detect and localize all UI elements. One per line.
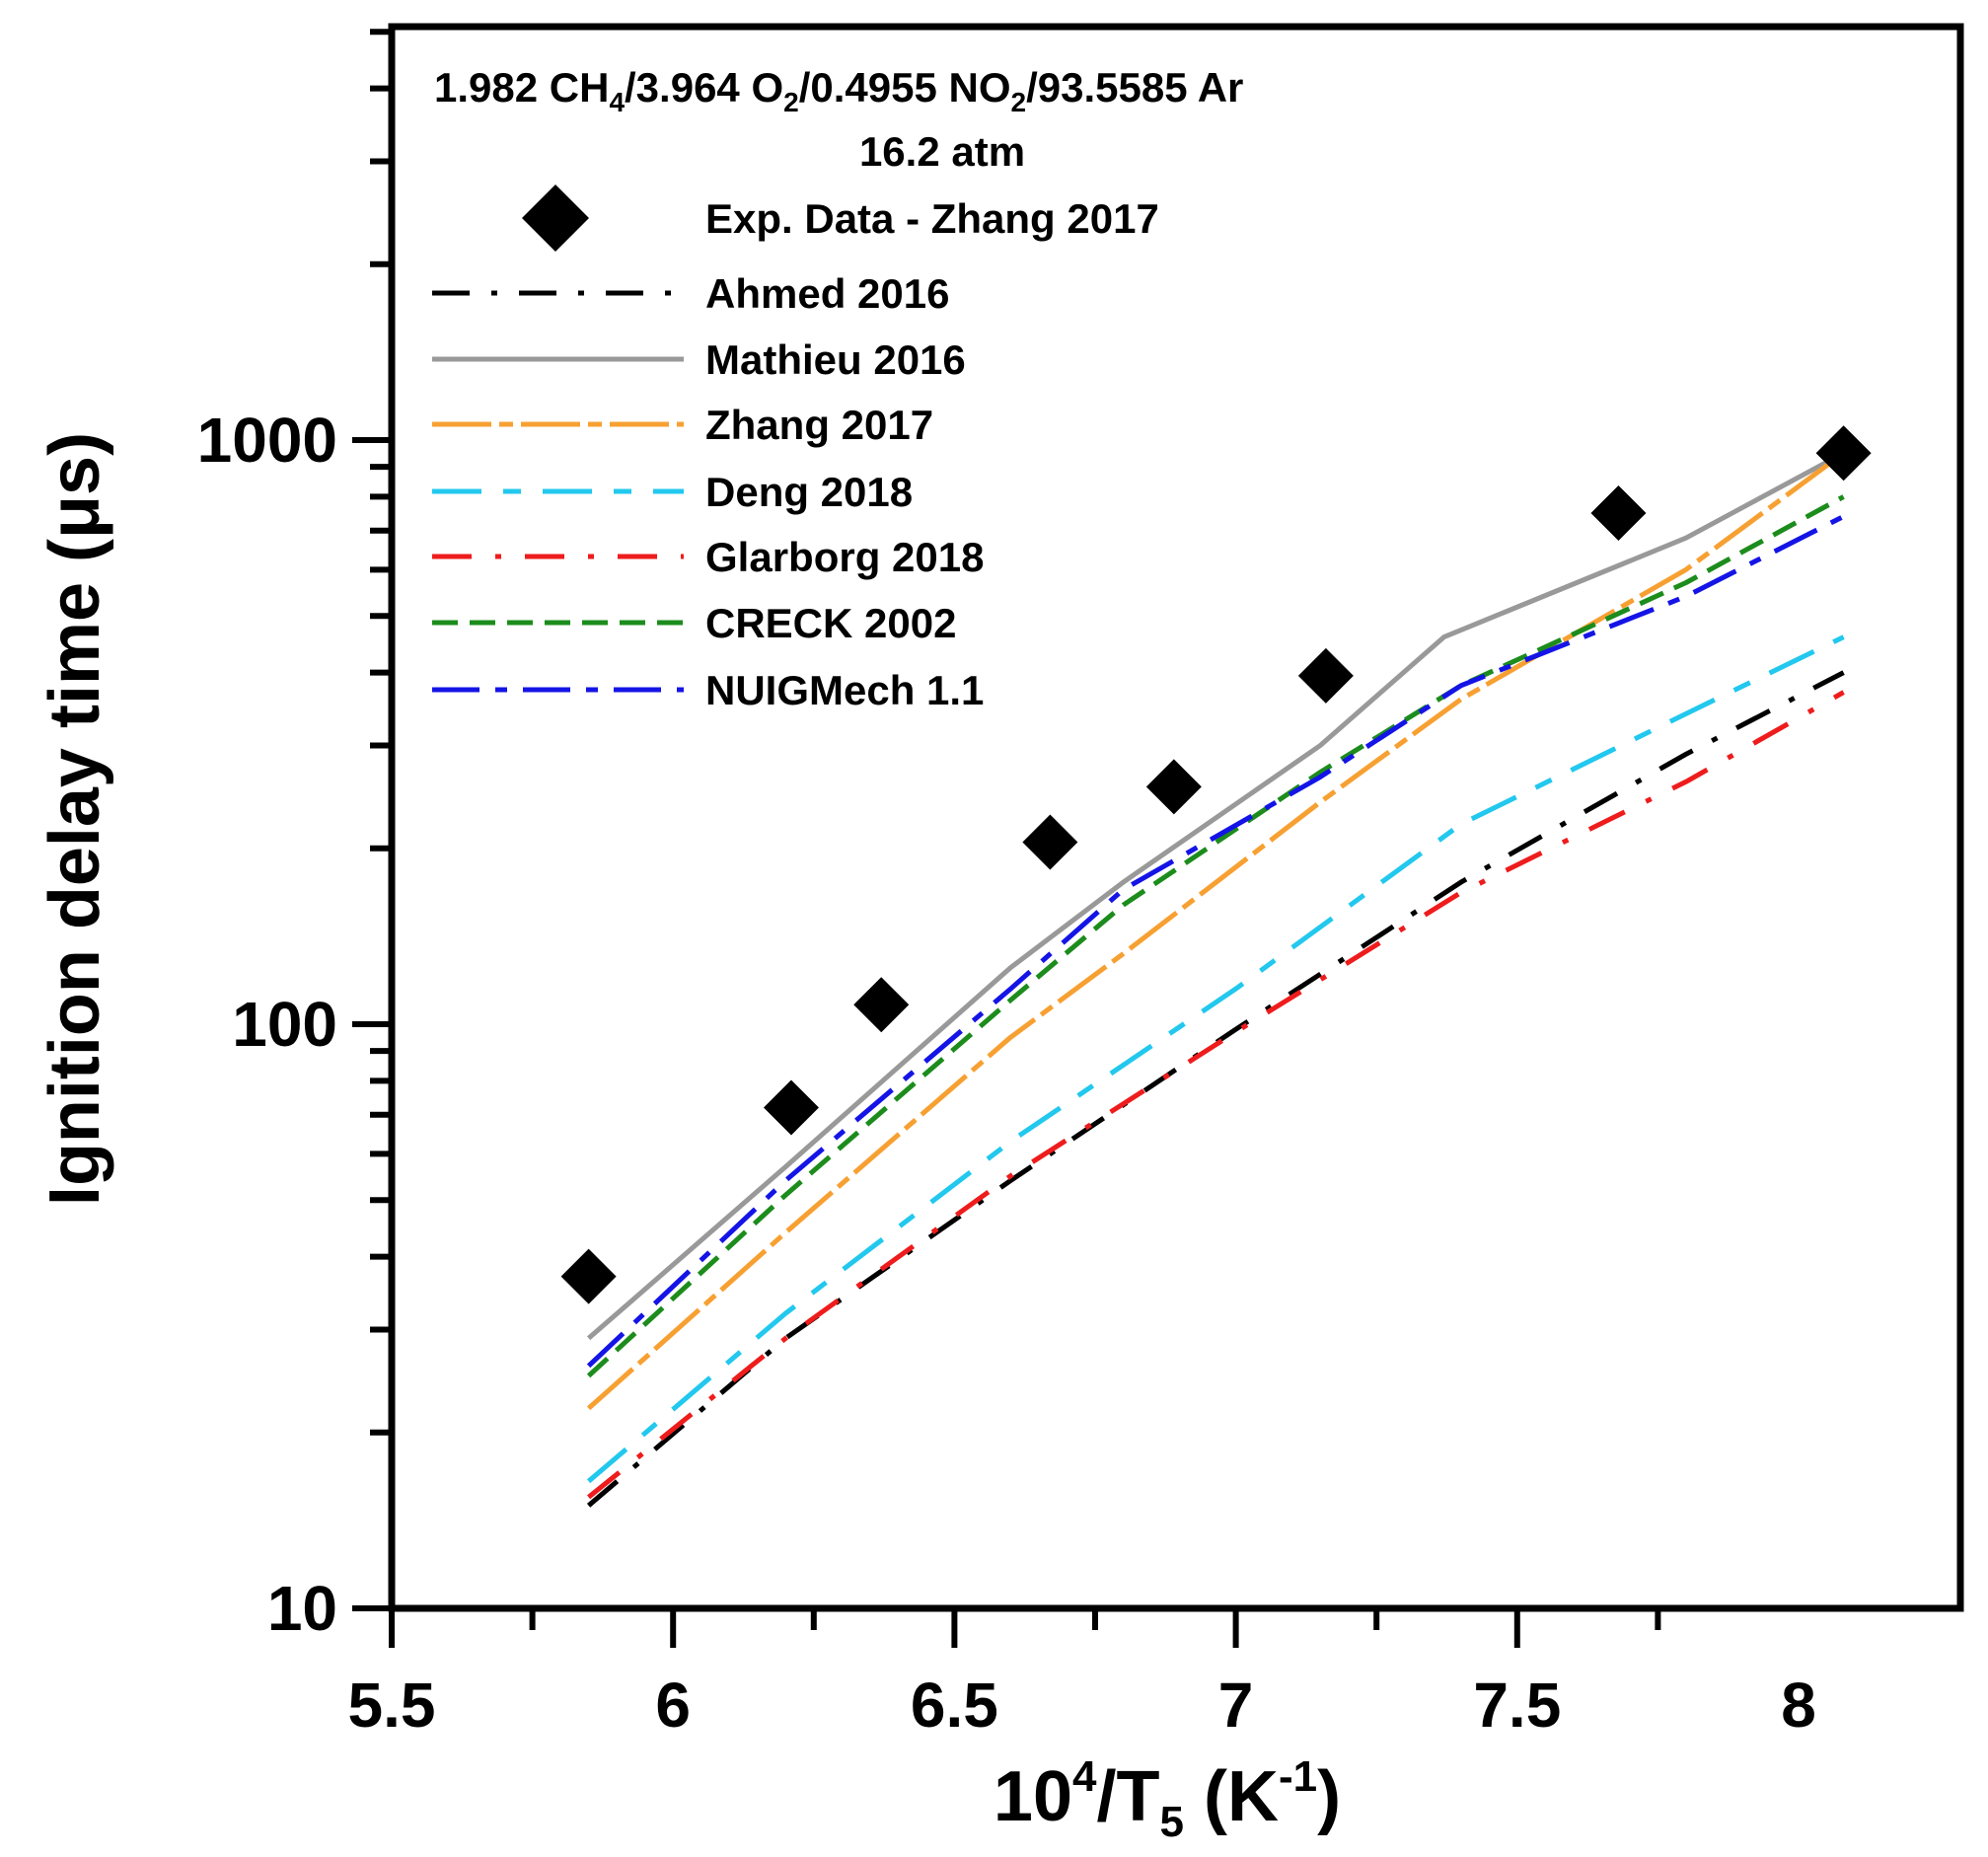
legend-label: Exp. Data - Zhang 2017 — [705, 195, 1159, 242]
x-tick-label: 8 — [1781, 1670, 1816, 1741]
exp-data-point — [1022, 814, 1078, 870]
legend-label: Ahmed 2016 — [705, 270, 949, 317]
x-tick-label: 7 — [1218, 1670, 1254, 1741]
legend-label: Deng 2018 — [705, 469, 913, 515]
exp-data-point — [1145, 759, 1202, 815]
exp-data-point — [1297, 647, 1354, 704]
axis-tick-labels: 5.5 6 6.5 7 7.5 8 10 100 1000 — [197, 405, 1816, 1741]
x-tick-label: 6 — [655, 1670, 691, 1741]
legend-label: Zhang 2017 — [705, 402, 933, 448]
legend-marker-exp-data — [522, 185, 589, 252]
y-tick-label: 100 — [232, 989, 337, 1060]
x-tick-label: 7.5 — [1473, 1670, 1561, 1741]
exp-data-point — [853, 977, 910, 1033]
chart-subtitle: 16.2 atm — [859, 128, 1025, 175]
experimental-markers — [560, 425, 1872, 1304]
series-line-deng-2018 — [586, 634, 1845, 1484]
legend-label: Glarborg 2018 — [705, 534, 984, 580]
legend-label: CRECK 2002 — [705, 600, 956, 646]
legend-label: NUIGMech 1.1 — [705, 667, 984, 713]
plot-frame — [388, 23, 1964, 1612]
y-axis-title: Ignition delay time (μs) — [36, 432, 114, 1206]
series-line-nuigmech-1-1 — [586, 514, 1845, 1369]
y-tick-label: 10 — [267, 1573, 337, 1644]
legend-label: Mathieu 2016 — [705, 336, 966, 383]
series-line-ahmed-2016 — [586, 670, 1845, 1508]
series-line-creck-2002 — [586, 494, 1845, 1378]
axis-ticks — [352, 29, 1661, 1648]
exp-data-point — [560, 1248, 617, 1304]
exp-data-point — [1590, 484, 1647, 541]
legend: Exp. Data - Zhang 2017 Ahmed 2016 Mathieu … — [432, 185, 1159, 713]
series-line-mathieu-2016 — [586, 450, 1845, 1341]
series-line-glarborg-2018 — [587, 690, 1845, 1500]
exp-data-point — [1815, 425, 1872, 482]
x-tick-label: 6.5 — [911, 1670, 998, 1741]
x-axis-title: 104/T5 (K-1) — [994, 1752, 1341, 1846]
series-layer — [586, 450, 1846, 1508]
exp-data-point — [763, 1079, 819, 1136]
y-tick-label: 1000 — [197, 405, 337, 476]
chart-title: 1.982 CH4/3.964 O2/0.4955 NO2/93.5585 Ar — [434, 64, 1243, 117]
x-tick-label: 5.5 — [348, 1670, 436, 1741]
series-line-zhang-2017 — [586, 451, 1846, 1411]
